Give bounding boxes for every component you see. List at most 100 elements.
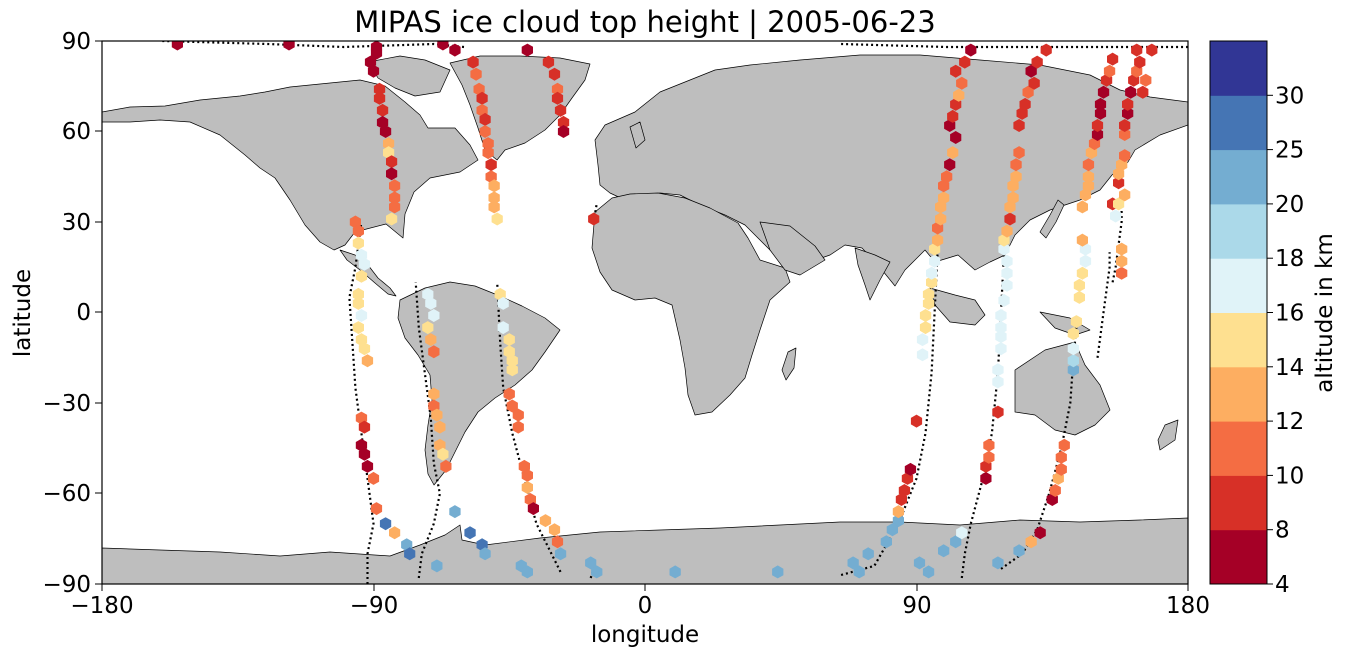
colorbar-segment <box>1210 41 1267 96</box>
arctic-islands-land <box>367 55 451 97</box>
cloud-height-marker <box>521 43 533 57</box>
landmasses <box>102 54 1188 584</box>
cloud-height-marker <box>539 514 552 528</box>
cloud-height-marker <box>992 556 1004 570</box>
cloud-height-marker <box>554 547 567 561</box>
cloud-height-marker <box>512 420 524 434</box>
cloud-height-marker <box>919 309 932 322</box>
cloud-height-marker <box>554 103 567 117</box>
cloud-height-marker <box>892 514 904 528</box>
cloud-height-marker <box>959 55 971 69</box>
new-guinea-land <box>1039 311 1091 336</box>
cloud-height-marker <box>1001 278 1013 292</box>
cloud-height-marker <box>1079 254 1092 268</box>
orbit-track <box>414 282 442 579</box>
cloud-height-marker <box>1034 526 1046 540</box>
colorbar-segment <box>1210 421 1267 476</box>
colorbar-tick-label: 14 <box>1275 355 1304 381</box>
colorbar-tick-label: 18 <box>1275 246 1304 272</box>
cloud-height-marker <box>1131 43 1143 57</box>
cloud-height-marker <box>479 547 491 561</box>
cloud-height-marker <box>591 565 603 579</box>
cloud-height-marker <box>358 420 371 434</box>
cloud-height-marker <box>479 125 491 138</box>
cloud-height-marker <box>431 559 443 573</box>
colorbar-segment <box>1210 312 1267 368</box>
colorbar-tick-label: 8 <box>1275 518 1290 544</box>
x-tick-label: −180 <box>70 593 133 619</box>
cloud-height-marker <box>488 200 500 214</box>
cloud-height-marker <box>506 354 518 368</box>
cloud-height-marker <box>980 471 992 485</box>
cloud-height-marker <box>503 387 515 401</box>
cloud-height-marker <box>1119 188 1131 202</box>
cloud-height-marker <box>772 565 784 579</box>
cloud-height-marker <box>1067 354 1079 368</box>
cloud-height-marker <box>922 296 935 310</box>
cloud-height-marker <box>352 321 364 335</box>
cloud-height-marker <box>1055 462 1067 476</box>
x-axis-label: longitude <box>591 622 699 648</box>
cloud-height-marker <box>521 468 533 482</box>
cloud-height-marker <box>1067 363 1079 377</box>
cloud-height-marker <box>995 321 1007 335</box>
cloud-height-marker <box>1001 266 1013 280</box>
uk-land <box>629 121 646 149</box>
cloud-height-marker <box>352 296 364 310</box>
colorbar-segment <box>1210 366 1267 422</box>
cloud-height-marker <box>1116 254 1128 268</box>
cloud-height-marker <box>1146 43 1158 57</box>
cloud-height-marker <box>542 55 555 69</box>
cloud-height-marker <box>440 459 452 473</box>
cloud-height-marker <box>1119 119 1131 132</box>
y-tick-label: −60 <box>42 481 91 507</box>
cloud-height-marker <box>1028 76 1040 90</box>
cloud-height-marker <box>470 67 482 81</box>
cloud-height-marker <box>950 535 962 549</box>
cloud-height-marker <box>1122 97 1134 111</box>
cloud-height-marker <box>389 179 401 193</box>
colorbar-segment <box>1210 203 1267 259</box>
cloud-height-marker <box>926 266 938 280</box>
cloud-height-marker <box>926 275 938 289</box>
cloud-height-marker <box>551 82 564 96</box>
cloud-height-marker <box>488 191 500 205</box>
cloud-height-marker <box>512 408 524 422</box>
cloud-height-marker <box>428 345 440 359</box>
japan-land <box>1039 199 1065 239</box>
cloud-height-marker <box>992 375 1004 389</box>
colorbar-tick-label: 30 <box>1275 83 1304 109</box>
cloud-height-marker <box>956 76 968 90</box>
maritime-asia-land <box>929 287 986 326</box>
cloud-height-marker <box>1076 200 1088 214</box>
cloud-height-marker <box>992 363 1004 377</box>
cloud-height-marker <box>847 556 859 570</box>
colorbar-tick-label: 16 <box>1275 301 1304 327</box>
cloud-height-marker <box>358 257 371 271</box>
cloud-height-marker <box>437 41 449 51</box>
cloud-height-marker <box>467 55 479 69</box>
cloud-height-marker <box>1082 170 1095 184</box>
cloud-height-marker <box>929 254 941 268</box>
colorbar: 4 8 10 12 14 16 18 20 25 30 altitude in km <box>1209 40 1338 598</box>
cloud-height-marker <box>425 333 437 347</box>
cloud-height-marker <box>886 523 898 537</box>
cloud-height-marker <box>995 342 1007 356</box>
cloud-height-marker <box>1022 85 1034 99</box>
y-axis-label: latitude <box>10 269 36 357</box>
cloud-height-marker <box>1013 544 1025 558</box>
cloud-height-marker <box>352 236 364 250</box>
cloud-height-marker <box>983 438 995 452</box>
cloud-height-marker <box>386 155 398 169</box>
cloud-height-marker <box>1019 97 1031 111</box>
cloud-height-marker <box>1025 535 1037 549</box>
cloud-height-marker <box>1119 149 1131 163</box>
colorbar-segment <box>1210 149 1267 205</box>
cloud-height-marker <box>932 233 944 247</box>
x-axis: −180 −90 0 90 180 longitude <box>70 584 1210 648</box>
cloud-height-marker <box>485 158 497 172</box>
orbit-track <box>841 42 1188 49</box>
cloud-height-marker <box>916 333 929 347</box>
cloud-height-marker <box>1049 484 1061 497</box>
cloud-height-marker <box>1067 327 1079 341</box>
